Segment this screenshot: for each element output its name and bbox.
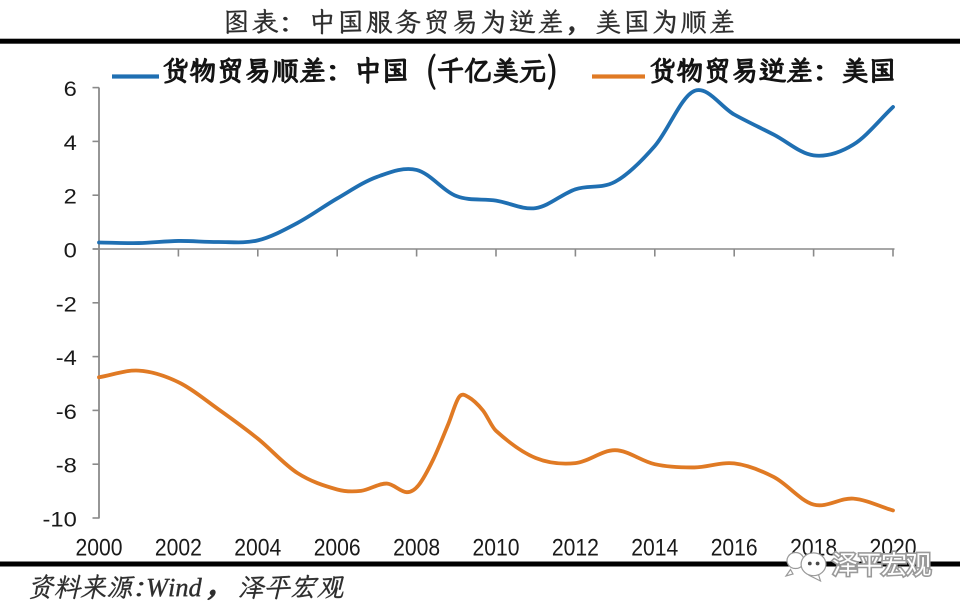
svg-text:2008: 2008 xyxy=(393,535,440,562)
svg-text:-2: -2 xyxy=(56,293,77,316)
svg-text:2010: 2010 xyxy=(473,535,520,562)
svg-text:2012: 2012 xyxy=(552,535,599,562)
svg-text:0: 0 xyxy=(64,239,77,262)
svg-text:4: 4 xyxy=(64,131,77,154)
svg-text:6: 6 xyxy=(64,77,77,100)
svg-text:2002: 2002 xyxy=(155,535,202,562)
svg-text:-4: -4 xyxy=(56,346,77,369)
svg-text:-8: -8 xyxy=(56,454,77,477)
svg-text:2004: 2004 xyxy=(234,535,281,562)
svg-text:2006: 2006 xyxy=(314,535,361,562)
svg-text:2014: 2014 xyxy=(631,535,678,562)
svg-text:2016: 2016 xyxy=(711,535,758,562)
svg-text:2: 2 xyxy=(64,185,77,208)
svg-text:-10: -10 xyxy=(43,508,77,531)
svg-text:2000: 2000 xyxy=(76,535,123,562)
svg-text:-6: -6 xyxy=(56,400,77,423)
